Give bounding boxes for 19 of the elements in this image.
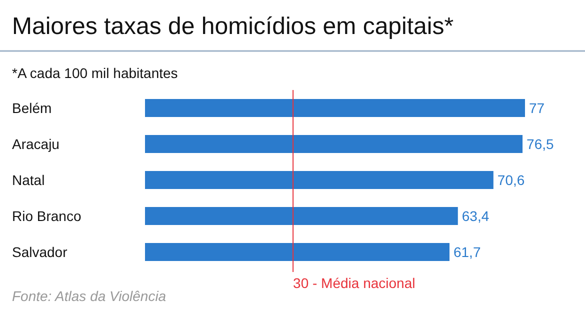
ref-line-label: 30 - Média nacional	[293, 275, 416, 291]
data-label: 70,6	[497, 172, 525, 188]
data-label: 77	[529, 100, 545, 116]
y-tick-label: Rio Branco	[12, 208, 82, 224]
chart-subtitle: *A cada 100 mil habitantes	[12, 65, 178, 81]
data-label: 76,5	[526, 136, 554, 152]
y-tick-label: Aracaju	[12, 136, 60, 152]
y-tick-label: Natal	[12, 172, 45, 188]
chart-title: Maiores taxas de homicídios em capitais*	[12, 13, 454, 40]
y-tick-label: Salvador	[12, 244, 68, 260]
bar	[145, 171, 494, 189]
source-note: Fonte: Atlas da Violência	[12, 288, 166, 304]
data-label: 61,7	[453, 244, 481, 260]
bar	[145, 243, 450, 261]
data-label: 63,4	[462, 208, 490, 224]
bar	[145, 207, 458, 225]
bar	[145, 135, 523, 153]
bar	[145, 99, 525, 117]
y-tick-label: Belém	[12, 100, 52, 116]
